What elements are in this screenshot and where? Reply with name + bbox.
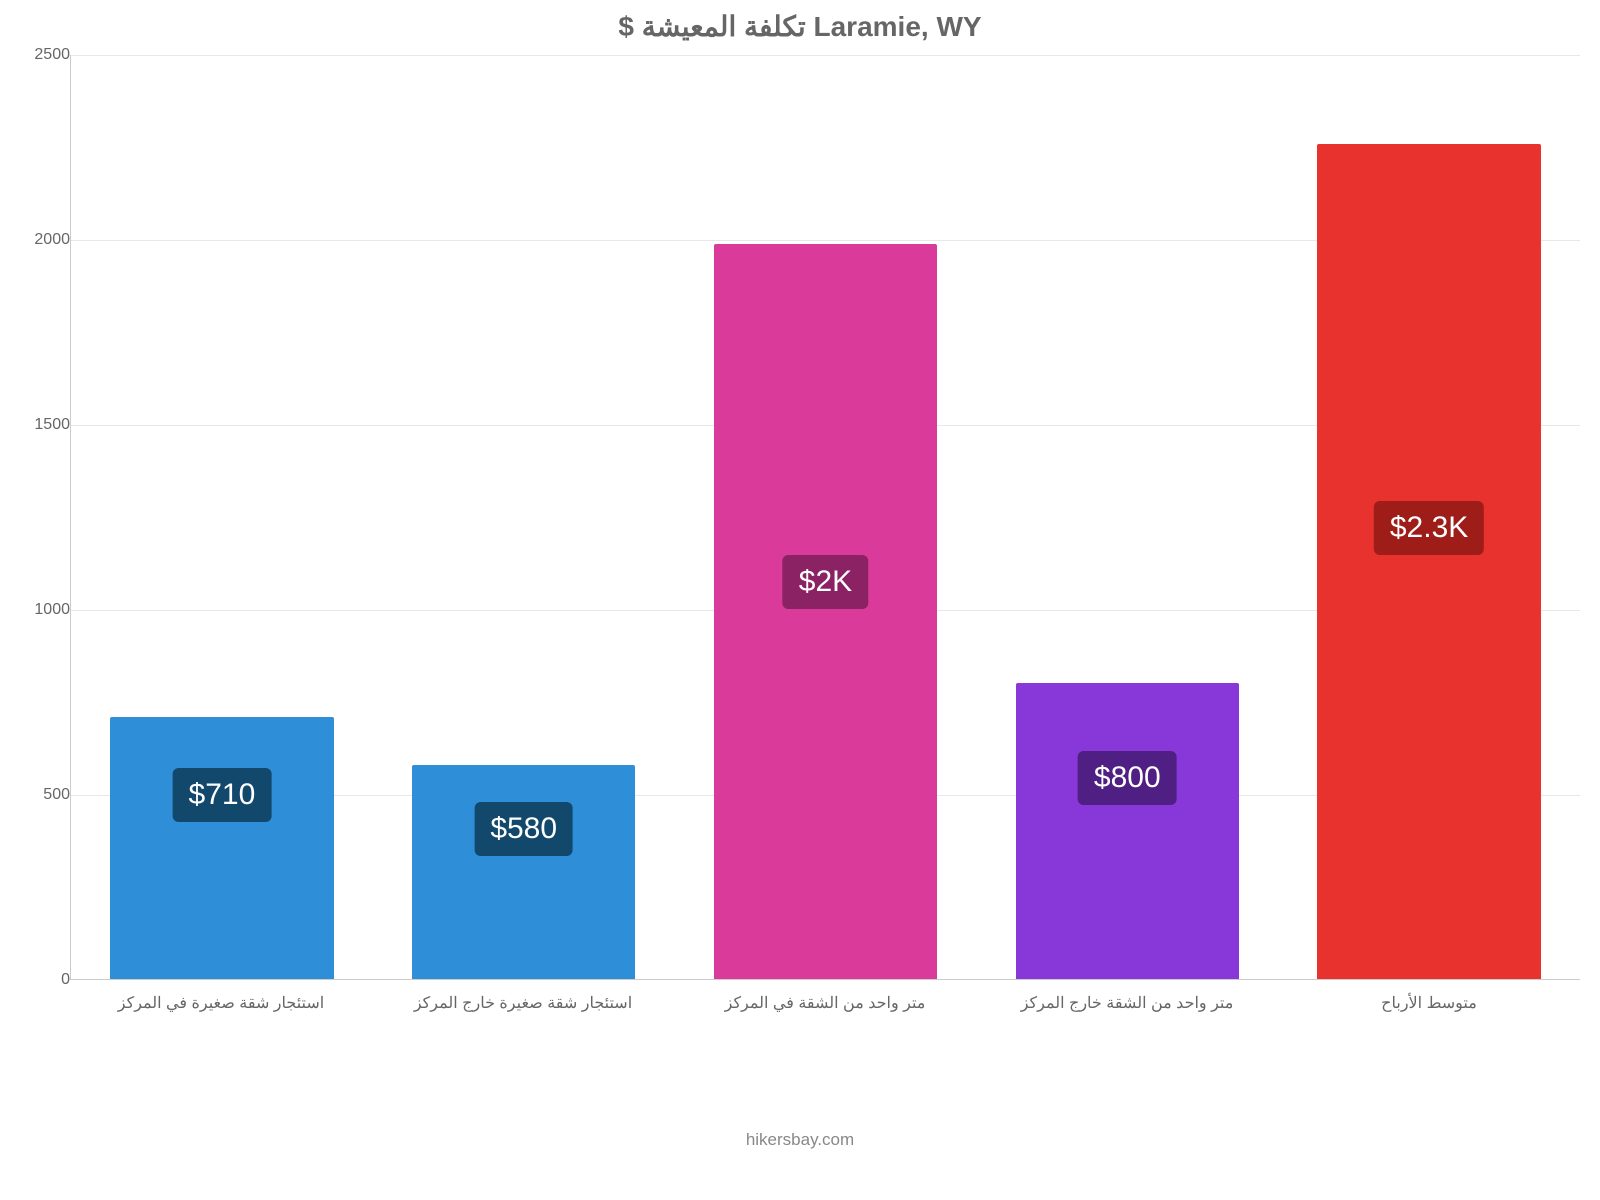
chart-x-category-label: متر واحد من الشقة في المركز — [674, 985, 976, 1013]
chart-x-category-label: استئجار شقة صغيرة في المركز — [70, 985, 372, 1013]
chart-plot-area: $710 $580 $2K $800 $2.3K — [70, 55, 1580, 980]
chart-y-tick-label: 1000 — [20, 601, 70, 619]
chart-y-tick-label: 0 — [20, 971, 70, 989]
chart-bar-value-label: $2.3K — [1374, 501, 1484, 555]
chart-bar-slot: $800 — [976, 55, 1278, 979]
chart-x-labels: استئجار شقة صغيرة في المركزاستئجار شقة ص… — [70, 985, 1580, 1013]
chart-bar: $800 — [1016, 683, 1239, 979]
chart-bar-slot: $710 — [71, 55, 373, 979]
chart-source-text: hikersbay.com — [10, 1130, 1590, 1150]
chart-bar: $2.3K — [1317, 144, 1540, 979]
chart-x-category-label: استئجار شقة صغيرة خارج المركز — [372, 985, 674, 1013]
chart-x-category-label: متر واحد من الشقة خارج المركز — [976, 985, 1278, 1013]
chart-y-tick-label: 1500 — [20, 416, 70, 434]
chart-bar-slot: $2.3K — [1278, 55, 1580, 979]
chart-bar-value-label: $710 — [173, 768, 272, 822]
chart-bar-value-label: $580 — [474, 802, 573, 856]
chart-bar-slot: $2K — [675, 55, 977, 979]
chart-bar: $710 — [110, 717, 333, 979]
chart-bars-row: $710 $580 $2K $800 $2.3K — [71, 55, 1580, 979]
chart-bar-value-label: $800 — [1078, 751, 1177, 805]
chart-y-tick-label: 2000 — [20, 231, 70, 249]
chart-bar: $580 — [412, 765, 635, 979]
chart-title: $ تكلفة المعيشة Laramie, WY — [10, 0, 1590, 43]
chart-y-tick-label: 2500 — [20, 46, 70, 64]
cost-of-living-chart: $ تكلفة المعيشة Laramie, WY $710$580$2K$… — [10, 0, 1590, 1200]
chart-x-category-label: متوسط الأرباح — [1278, 985, 1580, 1013]
chart-bar: $2K — [714, 244, 937, 980]
chart-y-tick-label: 500 — [20, 786, 70, 804]
chart-bar-slot: $580 — [373, 55, 675, 979]
chart-bar-value-label: $2K — [783, 555, 868, 609]
